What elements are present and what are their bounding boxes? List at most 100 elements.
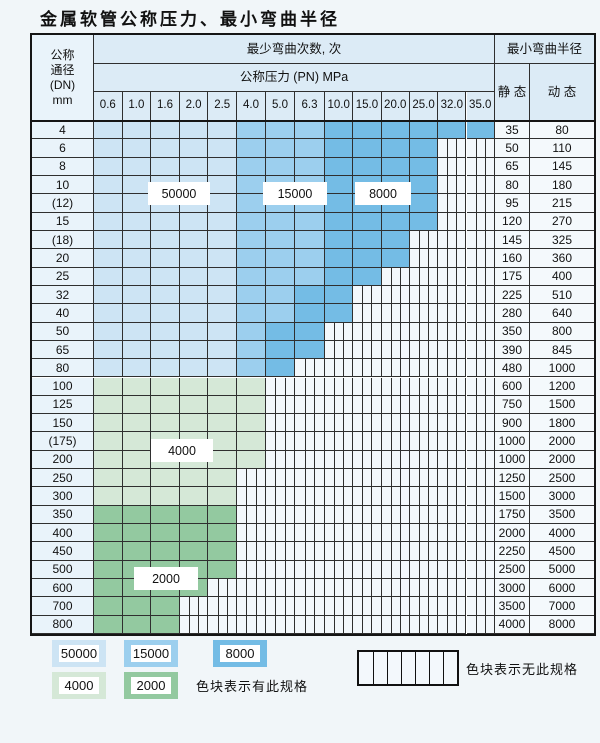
spec-cell-8000 xyxy=(381,139,410,158)
stripe-line xyxy=(390,615,392,633)
no-spec-cell xyxy=(381,304,410,323)
spec-cell-15000 xyxy=(266,285,295,305)
spec-cell-15000 xyxy=(237,304,266,323)
spec-cell-15000 xyxy=(266,212,295,231)
stripe-line xyxy=(456,524,458,542)
stripe-line xyxy=(275,524,277,542)
stripe-line xyxy=(284,469,286,487)
dn-cell: (18) xyxy=(32,230,94,250)
spec-cell-50000 xyxy=(122,212,152,231)
stripe-line xyxy=(343,414,345,432)
no-spec-cell xyxy=(295,560,325,580)
dynamic-value-cell: 4000 xyxy=(530,524,594,543)
spec-cell-15000 xyxy=(266,267,295,286)
spec-cell-8000 xyxy=(381,157,410,176)
stripe-line xyxy=(484,432,486,450)
spec-cell-2000 xyxy=(94,615,123,634)
dn-cell: 125 xyxy=(32,395,94,415)
static-value-cell: 225 xyxy=(495,285,530,305)
spec-cell-4000 xyxy=(122,377,152,396)
spec-cell-8000 xyxy=(266,359,295,378)
stripe-line xyxy=(304,487,306,505)
stripe-line xyxy=(418,377,420,395)
spec-cell-50000 xyxy=(208,212,237,231)
stripe-line xyxy=(362,560,364,579)
spec-cell-15000 xyxy=(237,212,266,231)
stripe-line xyxy=(198,597,200,615)
spec-cell-4000 xyxy=(122,450,152,470)
no-spec-cell xyxy=(381,487,410,506)
stripe-line xyxy=(284,524,286,542)
no-spec-cell xyxy=(325,560,354,580)
stripe-line xyxy=(456,340,458,359)
stripe-line xyxy=(475,359,477,377)
stripe-line xyxy=(275,615,277,633)
spec-table: 公称 通径 (DN) mm 最少弯曲次数, 次最小弯曲半径 公称压力 (PN) MPa 静 … xyxy=(30,33,596,636)
spec-cell-50000 xyxy=(122,175,152,195)
stripe-line xyxy=(284,505,286,524)
dynamic-value-cell: 215 xyxy=(530,194,594,213)
stripe-line xyxy=(456,230,458,249)
dn-cell: 800 xyxy=(32,615,94,634)
stripe-line xyxy=(343,615,345,633)
stripe-line xyxy=(399,524,401,542)
no-spec-cell xyxy=(409,230,439,250)
stripe-line xyxy=(362,285,364,304)
stripe-line xyxy=(399,304,401,322)
pressure-col-header: 10.0 xyxy=(325,92,354,121)
no-spec-cell xyxy=(325,615,354,634)
stripe-line xyxy=(334,340,336,359)
stripe-line xyxy=(390,505,392,524)
static-value-cell: 1750 xyxy=(495,505,530,525)
stripe-line xyxy=(428,487,430,505)
stripe-line xyxy=(314,542,316,560)
spec-cell-8000 xyxy=(266,322,295,341)
stripe-line xyxy=(362,542,364,560)
stripe-line xyxy=(362,579,364,597)
dynamic-value-cell: 2500 xyxy=(530,469,594,488)
spec-cell-50000 xyxy=(179,340,209,360)
no-spec-cell xyxy=(409,304,439,323)
stripe-line xyxy=(334,322,336,340)
no-spec-cell xyxy=(266,597,295,616)
stripe-line xyxy=(418,450,420,469)
no-spec-cell xyxy=(325,359,354,378)
stripe-line xyxy=(418,615,420,633)
spec-cell-50000 xyxy=(94,249,123,268)
stripe-line xyxy=(246,597,248,615)
spec-cell-4000 xyxy=(94,377,123,396)
stripe-line xyxy=(284,432,286,450)
spec-cell-4000 xyxy=(237,450,266,470)
stripe-line xyxy=(456,304,458,322)
no-spec-cell xyxy=(409,249,439,268)
no-spec-cell xyxy=(438,615,467,634)
static-value-cell: 80 xyxy=(495,175,530,195)
stripe-line xyxy=(456,469,458,487)
no-spec-cell xyxy=(466,505,495,525)
stripe-line xyxy=(475,450,477,469)
stripe-line xyxy=(217,579,219,597)
dn-cell: 20 xyxy=(32,249,94,268)
no-spec-cell xyxy=(438,359,467,378)
stripe-line xyxy=(314,505,316,524)
dynamic-value-cell: 360 xyxy=(530,249,594,268)
spec-cell-50000 xyxy=(151,121,180,140)
static-value-cell: 160 xyxy=(495,249,530,268)
spec-cell-4000 xyxy=(94,469,123,488)
stripe-line xyxy=(447,175,449,194)
stripe-line xyxy=(362,597,364,615)
no-spec-cell xyxy=(466,579,495,598)
spec-cell-50000 xyxy=(179,212,209,231)
stripe-line xyxy=(456,377,458,395)
stripe-line xyxy=(246,487,248,505)
dn-header-line: 公称 xyxy=(50,47,75,62)
spec-cell-15000 xyxy=(237,322,266,341)
static-value-cell: 2000 xyxy=(495,524,530,543)
stripe-line xyxy=(484,304,486,322)
stripe-line xyxy=(475,304,477,322)
stripe-line xyxy=(399,285,401,304)
dynamic-value-cell: 1000 xyxy=(530,359,594,378)
no-spec-cell xyxy=(325,469,354,488)
no-spec-cell xyxy=(237,469,266,488)
spec-cell-50000 xyxy=(122,230,152,250)
